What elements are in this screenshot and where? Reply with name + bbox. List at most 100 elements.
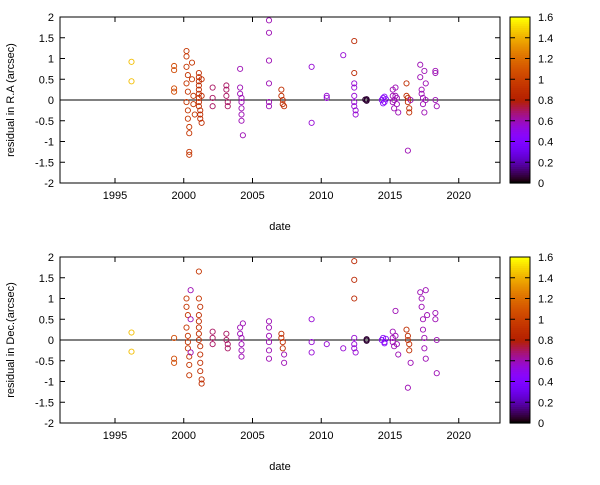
colorbar-segment [510, 296, 530, 300]
data-point [433, 370, 440, 377]
data-point [195, 268, 202, 275]
data-point [128, 348, 135, 355]
colorbar-segment [510, 112, 530, 116]
colorbar-segment [510, 17, 530, 20]
colorbar-segment [510, 21, 530, 24]
colorbar-segment [510, 317, 530, 320]
data-point [389, 328, 396, 335]
y-tick-label: -0.5 [35, 116, 54, 128]
colorbar-segment [510, 358, 530, 362]
data-point [340, 52, 347, 59]
colorbar-segment [510, 153, 530, 157]
colorbar-segment [510, 352, 530, 356]
data-point [351, 84, 358, 91]
data-point [238, 99, 245, 106]
x-tick-label: 2020 [447, 190, 471, 202]
y-tick-label: 0.5 [39, 314, 54, 326]
colorbar-segment [510, 180, 530, 184]
data-point [351, 295, 358, 302]
data-point [195, 295, 202, 302]
data-point [265, 324, 273, 331]
colorbar-segment [510, 354, 530, 358]
data-point [171, 88, 178, 95]
colorbar-segment [510, 145, 530, 149]
colorbar-segment [510, 420, 530, 424]
data-point [265, 29, 273, 36]
colorbar-segment [510, 178, 530, 182]
x-axis-label: date [269, 461, 290, 473]
chart-panel-2: -2 -1.5 -1 -0.5 0 0.5 1 1.5 2 1995 2000 2005 2010 201… [5, 252, 553, 473]
colorbar-segment [510, 310, 530, 314]
colorbar: 0 0.2 0.4 0.6 0.8 1 1.2 1.4 1.6 [509, 12, 553, 190]
colorbar-segment [510, 393, 530, 397]
colorbar-segment [510, 369, 530, 372]
colorbar-segment [510, 162, 530, 165]
colorbar-segment [510, 292, 530, 295]
data-point [195, 318, 202, 325]
colorbar-segment [510, 151, 530, 155]
colorbar-segment [510, 400, 530, 403]
data-point [352, 111, 359, 118]
data-point [238, 353, 245, 360]
data-point [183, 303, 190, 310]
data-point [128, 58, 135, 65]
chart-panel-1: -2 -1.5 -1 -0.5 0 0.5 1 1.5 2 1995 2000 2005 2010 201… [5, 12, 553, 233]
colorbar-segment [510, 83, 530, 87]
data-point [404, 332, 411, 339]
data-point [351, 69, 358, 77]
data-point [432, 96, 439, 104]
data-point [308, 316, 315, 323]
colorbar-segment [510, 381, 530, 385]
x-tick-label: 2005 [240, 190, 264, 202]
y-axis-label: residual in Dec.(arcsec) [5, 282, 17, 398]
colorbar-segment [510, 304, 530, 308]
colorbar-segment [510, 418, 530, 422]
data-point [433, 103, 440, 110]
data-point [351, 258, 358, 265]
data-point [184, 107, 191, 114]
colorbar-segment [510, 323, 530, 327]
data-point [407, 359, 414, 366]
data-point [417, 61, 424, 68]
colorbar-segment [510, 389, 530, 393]
colorbar-segment [510, 396, 530, 399]
y-tick-label: -2 [44, 178, 54, 190]
data-point [186, 151, 193, 158]
colorbar-segment [510, 279, 530, 283]
colorbar-segment [510, 37, 530, 41]
data-point [184, 339, 191, 346]
data-point [195, 69, 202, 77]
data-point [352, 349, 359, 356]
colorbar-segment [510, 261, 530, 264]
data-point [406, 347, 413, 354]
data-point [308, 349, 315, 356]
data-point [393, 341, 400, 348]
colorbar-segment [510, 58, 530, 62]
y-tick-label: 2 [48, 12, 54, 24]
colorbar-segment [510, 294, 530, 298]
data-point [183, 53, 190, 60]
data-point [188, 59, 196, 66]
y-tick-label: 0.5 [39, 74, 54, 86]
colorbar-segment [510, 281, 530, 285]
colorbar-segment [510, 263, 530, 266]
colorbar-tick-label: 1.6 [538, 252, 553, 264]
colorbar-segment [510, 118, 530, 122]
data-point [265, 332, 273, 339]
data-point [392, 307, 399, 315]
colorbar-segment [510, 19, 530, 22]
data-point [404, 147, 411, 154]
colorbar-segment [510, 116, 530, 120]
colorbar-segment [510, 139, 530, 143]
data-point [351, 276, 358, 283]
data-point [421, 345, 428, 352]
data-point [195, 103, 202, 110]
data-point [186, 372, 193, 379]
colorbar-segment [510, 364, 530, 368]
colorbar-segment [510, 385, 530, 389]
colorbar-segment [510, 141, 530, 145]
colorbar-segment [510, 166, 530, 170]
data-point [403, 326, 410, 333]
data-point [422, 287, 429, 294]
